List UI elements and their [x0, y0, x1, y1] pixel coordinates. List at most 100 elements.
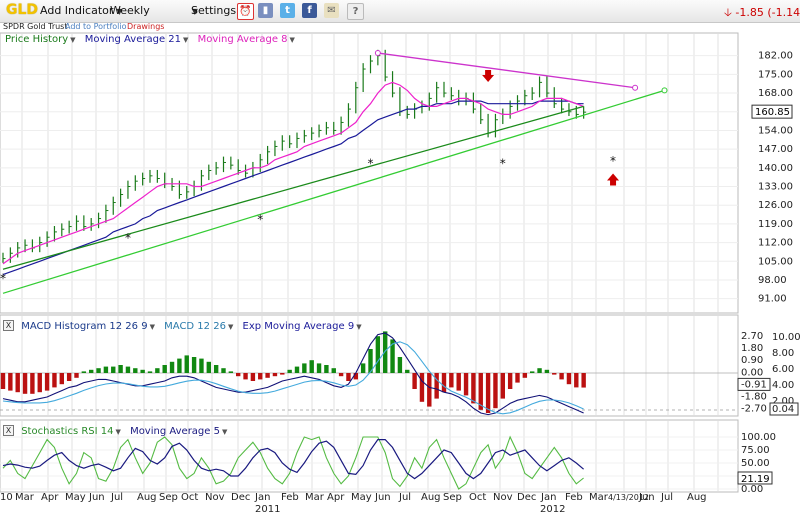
macd-histogram-bar [236, 373, 241, 377]
bookmark-icon[interactable]: ▮ [258, 3, 273, 18]
macd-histogram-bar [441, 373, 447, 393]
macd-histogram-bar [419, 373, 425, 402]
macd-histogram-bar [177, 358, 182, 373]
macd-last-box [737, 377, 771, 391]
trendline-handle [632, 84, 639, 91]
macd-histogram-bar [140, 369, 145, 373]
x-tick-label: Sep [443, 492, 462, 503]
chevron-down-icon: ▼ [191, 7, 198, 16]
help-icon[interactable]: ? [347, 3, 364, 20]
macd-histogram-bar [96, 368, 101, 373]
macd-histogram-bar [52, 373, 57, 388]
macd-histogram-bar [463, 373, 469, 396]
mail-icon[interactable]: ✉ [324, 3, 339, 18]
asterisk-marker: * [610, 154, 616, 168]
x-tick-label: Dec [231, 492, 250, 503]
macd-left-tick-label: -1.80 [741, 392, 767, 403]
macd-histogram-bar [552, 373, 557, 375]
macd-histogram-bar [184, 355, 189, 373]
macd-histogram-bar [0, 373, 6, 389]
close-panel-button[interactable]: X [3, 320, 14, 331]
rsi-tick-label: 75.00 [741, 445, 770, 456]
chevron-down-icon: ▼ [289, 36, 295, 44]
macd-histogram-bar [8, 373, 13, 391]
macd-histogram-bar [228, 371, 234, 373]
subheader: SPDR Gold Trust Add to Portfolio Drawing… [0, 22, 800, 33]
legend-rsi-ma[interactable]: Moving Average 5 ▼ [130, 426, 227, 437]
macd-histogram-bar [397, 357, 403, 373]
facebook-icon[interactable]: f [302, 3, 317, 18]
macd-left-tick-label: -2.70 [741, 404, 767, 415]
x-tick-label: Jun [374, 492, 391, 503]
macd-histogram-bar [368, 349, 373, 373]
macd-histogram-bar [30, 373, 35, 394]
macd-histogram-bar [471, 373, 476, 404]
macd-histogram-bar [493, 373, 498, 409]
down-arrow-icon: 🡣 [724, 6, 732, 19]
macd-histogram-bar [485, 373, 491, 413]
macd-histogram-bar [294, 366, 300, 373]
legend-rsi-ma-label: Moving Average 5 [130, 425, 220, 437]
macd-histogram-bar [22, 373, 28, 394]
chevron-down-icon: ▼ [221, 427, 228, 436]
drawings-link[interactable]: Drawings [127, 22, 165, 31]
macd-histogram-bar [507, 373, 513, 389]
legend-stoch-rsi[interactable]: Stochastics RSI 14 ▼ [21, 426, 121, 437]
macd-histogram-bar [537, 368, 542, 373]
macd-histogram-bar [44, 373, 50, 391]
asterisk-marker: * [0, 271, 6, 285]
macd-histogram-bar [544, 369, 550, 373]
add-indicator-menu[interactable]: Add Indicator ▼ [40, 4, 123, 17]
settings-menu[interactable]: Settings [191, 4, 237, 17]
macd-histogram-bar [566, 373, 572, 385]
x-tick-label: Jun [88, 492, 105, 503]
trendline-handle [661, 87, 668, 94]
x-tick-label: Apr [41, 492, 59, 503]
macd-right-tick-label: 8.00 [772, 348, 794, 359]
year-label: 2011 [255, 504, 280, 515]
trendline [377, 52, 636, 89]
legend-macd-hist[interactable]: MACD Histogram 12 26 9 ▼ [21, 321, 155, 332]
macd-histogram-bar [581, 373, 586, 388]
chevron-down-icon: ▼ [70, 36, 76, 44]
period-select[interactable]: Weekly ▼ [110, 4, 198, 17]
x-tick-label: 10 [0, 492, 13, 503]
macd-histogram-bar [412, 373, 417, 389]
legend-price-history[interactable]: Price History ▼ [5, 34, 76, 45]
x-tick-label: Apr [327, 492, 345, 503]
legend-ma21[interactable]: Moving Average 21 ▼ [85, 34, 189, 45]
macd-legend: X MACD Histogram 12 26 9 ▼ MACD 12 26 ▼ Ex… [3, 320, 368, 332]
alarm-clock-icon[interactable]: ⏰ [237, 3, 254, 20]
legend-ma8[interactable]: Moving Average 8 ▼ [198, 34, 295, 45]
twitter-icon[interactable]: t [280, 3, 295, 18]
chevron-down-icon: ▼ [116, 7, 123, 16]
red-down-arrow-icon [482, 70, 495, 83]
macd-histogram-bar [434, 373, 439, 399]
rsi-tick-label: 100.00 [741, 432, 776, 443]
x-tick-label: Feb [281, 492, 299, 503]
add-to-portfolio-link[interactable]: Add to Portfolio [65, 22, 127, 31]
close-panel-button[interactable]: X [3, 425, 14, 436]
price-tick-label: 126.00 [758, 200, 793, 211]
macd-histogram-bar [280, 373, 285, 375]
price-tick-label: 175.00 [758, 69, 793, 80]
macd-histogram-bar [353, 373, 358, 380]
price-tick-label: 112.00 [758, 238, 793, 249]
legend-ema[interactable]: Exp Moving Average 9 ▼ [243, 321, 362, 332]
macd-histogram-bar [574, 373, 579, 388]
legend-macd[interactable]: MACD 12 26 ▼ [164, 321, 233, 332]
macd-right-tick-label: 4.00 [772, 380, 794, 391]
x-tick-label: Jul [660, 492, 673, 503]
last-price-box [751, 104, 793, 119]
x-tick-label: Jul [398, 492, 411, 503]
macd-histogram-bar [81, 371, 87, 373]
macd-histogram-bar [302, 363, 307, 373]
chevron-down-icon: ▼ [356, 322, 362, 331]
macd-histogram-bar [427, 373, 432, 407]
price-tick-label: 140.00 [758, 163, 793, 174]
macd-histogram-bar [147, 371, 153, 373]
x-tick-label: Jun [638, 492, 655, 503]
price-tick-label: 105.00 [758, 256, 793, 267]
x-tick-label: Aug [421, 492, 441, 503]
